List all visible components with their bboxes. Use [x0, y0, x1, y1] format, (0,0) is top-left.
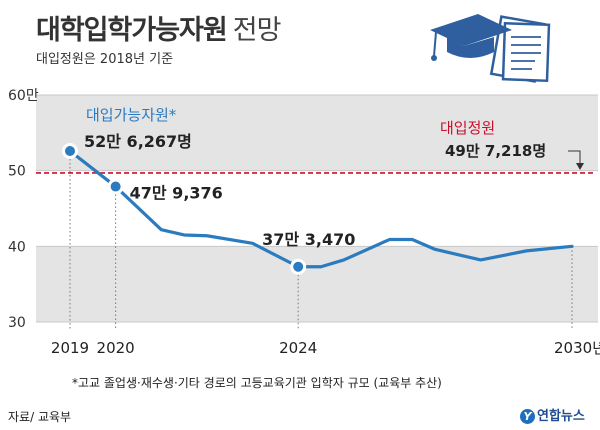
band-50-60 — [36, 95, 598, 171]
title-main: 대학입학가능자원 — [36, 15, 228, 46]
data-point — [107, 178, 124, 195]
x-tick-label: 2019 — [51, 339, 89, 357]
data-label: 52만 6,267명 — [84, 132, 192, 151]
y-tick-label: 60만 — [8, 88, 39, 104]
x-tick-label: 2030년 — [554, 339, 600, 357]
source-label: 자료/ 교육부 — [8, 410, 72, 424]
y-tick-label: 50 — [8, 164, 26, 180]
data-label: 47만 9,376 — [130, 184, 223, 203]
data-label: 37만 3,470 — [262, 230, 355, 249]
data-point — [62, 142, 78, 159]
brand-mark-icon: Y — [520, 409, 535, 424]
data-point — [290, 258, 307, 275]
reference-value-label: 49만 7,218명 — [445, 142, 546, 160]
chart-subtitle: 대입정원은 2018년 기준 — [36, 52, 174, 67]
document-icon — [489, 15, 551, 83]
header-illustration — [430, 14, 551, 83]
series-line — [68, 149, 574, 269]
y-tick-label: 30 — [8, 315, 26, 331]
brand-text: 연합뉴스 — [537, 409, 585, 424]
page-title: 대학입학가능자원 전망 — [36, 8, 282, 47]
footnote: *고교 졸업생·재수생·기타 경로의 고등교육기관 입학자 규모 (교육부 추산… — [72, 376, 442, 390]
band-30-40 — [36, 246, 598, 322]
y-tick-label: 40 — [8, 239, 26, 255]
x-tick-label: 2020 — [97, 339, 135, 357]
reference-name: 대입정원 — [440, 119, 495, 137]
brand-logo: Y 연합뉴스 — [520, 405, 585, 424]
x-tick-label: 2024 — [279, 339, 317, 357]
graduation-cap-icon — [430, 14, 512, 61]
series-name-label: 대입가능자원* — [86, 106, 177, 124]
title-sub: 전망 — [232, 15, 282, 46]
reference-pointer — [568, 150, 581, 165]
plot-area: 30 40 50 60만 2019 2020 2024 2030년 대입정원 49만 7,218명… — [8, 88, 600, 357]
reference-pointer-arrow — [576, 163, 584, 170]
